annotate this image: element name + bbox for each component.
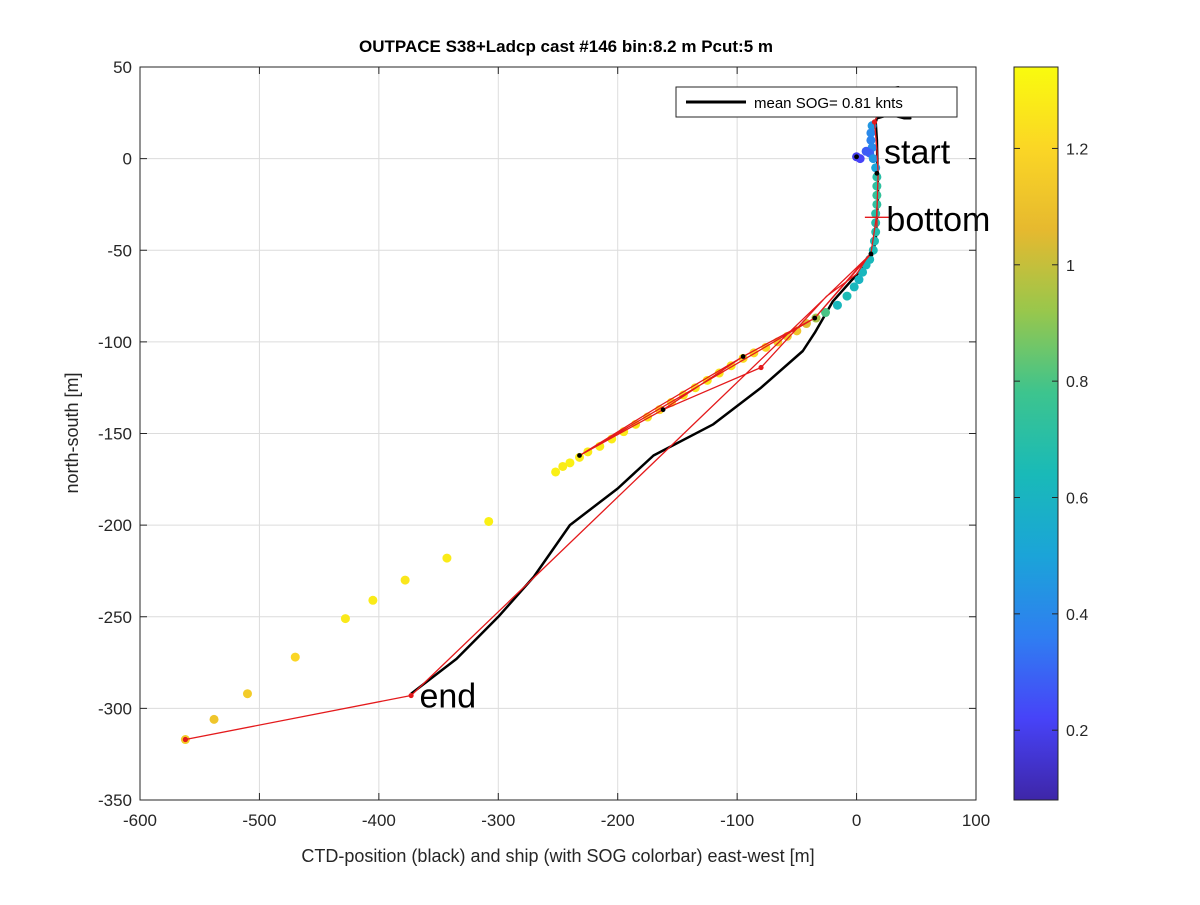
y-axis-label: north-south [m] bbox=[62, 372, 82, 493]
ctd-marker bbox=[577, 453, 582, 458]
ship-marker bbox=[871, 119, 878, 125]
ctd-marker bbox=[868, 251, 874, 257]
y-tick-label: -100 bbox=[98, 333, 132, 352]
axis-ticks: -600 -500 -400 -300 -200 -100 0 100-350-300-250… bbox=[98, 58, 990, 830]
y-tick-label: -50 bbox=[107, 241, 132, 260]
ship-sog-point bbox=[821, 308, 831, 318]
x-tick-label: -100 bbox=[720, 811, 754, 830]
ship-sog-point bbox=[558, 461, 568, 471]
ship-sog-point bbox=[832, 300, 842, 310]
ship-sog-point bbox=[340, 614, 350, 624]
ship-sog-point bbox=[484, 516, 494, 526]
colorbar-tick-label: 0.6 bbox=[1066, 490, 1088, 507]
ship-sog-point bbox=[871, 227, 881, 237]
ship-sog-point bbox=[442, 553, 452, 563]
annotation-start: start bbox=[884, 133, 951, 171]
ship-sog-point bbox=[209, 714, 219, 724]
ship-sog-point bbox=[368, 595, 378, 605]
annotation-bottom: bottom bbox=[886, 201, 990, 239]
ship-marker bbox=[408, 692, 414, 699]
x-tick-label: 100 bbox=[962, 811, 990, 830]
legend-label: mean SOG= 0.81 knts bbox=[754, 95, 903, 112]
ship-sog-point bbox=[858, 267, 868, 277]
x-tick-label: -500 bbox=[242, 811, 276, 830]
ship-marker bbox=[758, 364, 764, 371]
x-tick-label: -600 bbox=[123, 811, 157, 830]
y-tick-label: -300 bbox=[98, 699, 132, 718]
ship-track-line bbox=[185, 114, 879, 741]
ship-sog-point bbox=[861, 146, 871, 156]
ship-sog-point bbox=[871, 209, 881, 219]
ctd-marker bbox=[812, 315, 818, 321]
x-tick-label: -300 bbox=[481, 811, 515, 830]
ship-sog-point bbox=[868, 154, 878, 164]
ctd-marker bbox=[740, 354, 746, 359]
ship-sog-point bbox=[866, 128, 876, 138]
x-axis-label: CTD-position (black) and ship (with SOG … bbox=[301, 846, 814, 866]
y-tick-label: 50 bbox=[113, 58, 132, 77]
x-tick-label: -200 bbox=[601, 811, 635, 830]
ship-sog-point bbox=[872, 172, 882, 182]
annotation-end: end bbox=[419, 678, 476, 716]
colorbar-tick-label: 1.2 bbox=[1066, 141, 1088, 158]
ship-sog-point bbox=[242, 689, 252, 699]
ctd-marker bbox=[854, 154, 859, 160]
y-tick-label: -350 bbox=[98, 791, 132, 810]
ship-sog-point bbox=[872, 181, 882, 191]
ship-marker bbox=[182, 736, 188, 743]
series-points bbox=[182, 114, 889, 743]
y-tick-label: -150 bbox=[98, 425, 132, 444]
ship-sog-point bbox=[854, 275, 864, 285]
y-tick-label: -250 bbox=[98, 608, 132, 627]
ship-sog-point bbox=[400, 575, 410, 585]
ship-sog-point bbox=[842, 291, 852, 301]
ship-sog-point bbox=[849, 282, 859, 292]
colorbar-tick-label: 0.2 bbox=[1066, 723, 1088, 740]
annotations: start bottom end bbox=[419, 133, 990, 715]
ship-sog-point bbox=[565, 458, 575, 468]
bottom-plus-marker bbox=[864, 207, 889, 228]
x-tick-label: -400 bbox=[362, 811, 396, 830]
legend[interactable]: mean SOG= 0.81 knts bbox=[675, 86, 958, 118]
ctd-marker bbox=[874, 170, 880, 176]
ship-sog-point bbox=[866, 135, 876, 145]
colorbar-tick-label: 0.4 bbox=[1066, 607, 1088, 624]
ship-sog-point bbox=[869, 236, 879, 246]
ship-sog-point bbox=[551, 467, 561, 477]
y-tick-label: -200 bbox=[98, 516, 132, 535]
ship-sog-point bbox=[871, 163, 881, 173]
colorbar-tick-label: 0.8 bbox=[1066, 374, 1088, 391]
ship-sog-point bbox=[290, 652, 300, 662]
colorbar-scale bbox=[1013, 66, 1059, 801]
chart-title: OUTPACE S38+Ladcp cast #146 bin:8.2 m Pc… bbox=[359, 37, 773, 56]
colorbar: 0.2 0.4 0.6 0.8 1 1.2 bbox=[1013, 66, 1088, 801]
colorbar-tick-label: 1 bbox=[1066, 258, 1075, 275]
ctd-marker bbox=[660, 407, 666, 413]
y-tick-label: 0 bbox=[123, 150, 132, 169]
x-tick-label: 0 bbox=[852, 811, 861, 830]
